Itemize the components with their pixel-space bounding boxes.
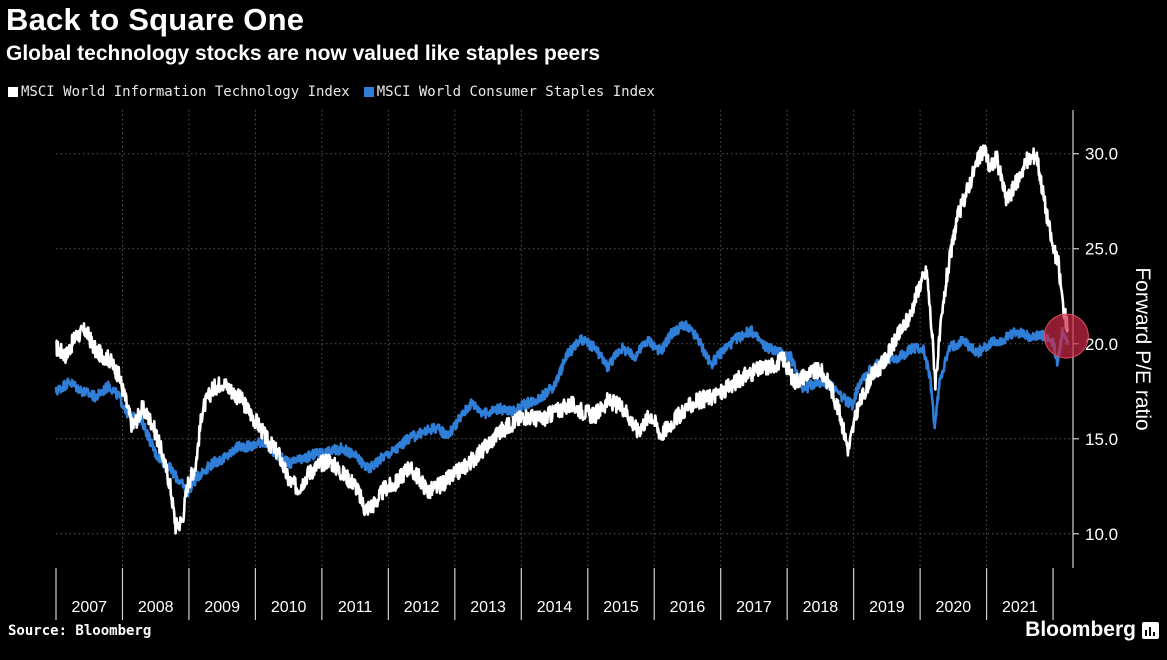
legend-swatch-staples — [363, 87, 374, 97]
x-tick-label: 2017 — [736, 599, 772, 616]
y-tick-label: 15.0 — [1085, 430, 1118, 449]
y-tick-label: 10.0 — [1085, 525, 1118, 544]
highlight-circle — [1043, 313, 1089, 359]
x-tick-label: 2011 — [338, 599, 373, 616]
legend-item-staples: MSCI World Consumer Staples Index — [363, 84, 655, 100]
x-tick-label: 2012 — [404, 599, 440, 616]
x-tick-label: 2016 — [670, 599, 706, 616]
legend: MSCI World Information Technology Index … — [8, 84, 669, 100]
x-tick-label: 2019 — [869, 599, 905, 616]
legend-swatch-tech — [8, 87, 18, 97]
legend-item-tech: MSCI World Information Technology Index — [8, 84, 350, 100]
chart-icon[interactable] — [1142, 621, 1159, 639]
brand-logo: Bloomberg — [1025, 618, 1159, 642]
legend-label-staples: MSCI World Consumer Staples Index — [376, 84, 655, 100]
x-tick-label: 2020 — [936, 599, 972, 616]
x-tick-label: 2013 — [470, 599, 506, 616]
brand-name: Bloomberg — [1025, 618, 1136, 641]
x-tick-label: 2014 — [537, 599, 573, 616]
x-tick-label: 2021 — [1002, 599, 1038, 616]
y-tick-label: 25.0 — [1085, 240, 1118, 259]
y-tick-label: 30.0 — [1085, 145, 1118, 164]
x-tick-label: 2007 — [71, 599, 107, 616]
series-line-staples — [54, 320, 1069, 498]
series-line-technology — [55, 144, 1069, 535]
legend-label-tech: MSCI World Information Technology Index — [21, 84, 350, 100]
x-tick-label: 2008 — [138, 599, 174, 616]
y-axis-title: Forward P/E ratio — [1131, 267, 1154, 430]
y-tick-label: 20.0 — [1085, 335, 1118, 354]
chart-subtitle: Global technology stocks are now valued … — [6, 42, 601, 65]
x-tick-label: 2018 — [803, 599, 839, 616]
chart-title: Back to Square One — [6, 2, 305, 37]
x-tick-label: 2015 — [603, 599, 639, 616]
source-note: Source: Bloomberg — [8, 623, 152, 639]
x-tick-label: 2010 — [271, 599, 307, 616]
x-tick-label: 2009 — [204, 599, 240, 616]
